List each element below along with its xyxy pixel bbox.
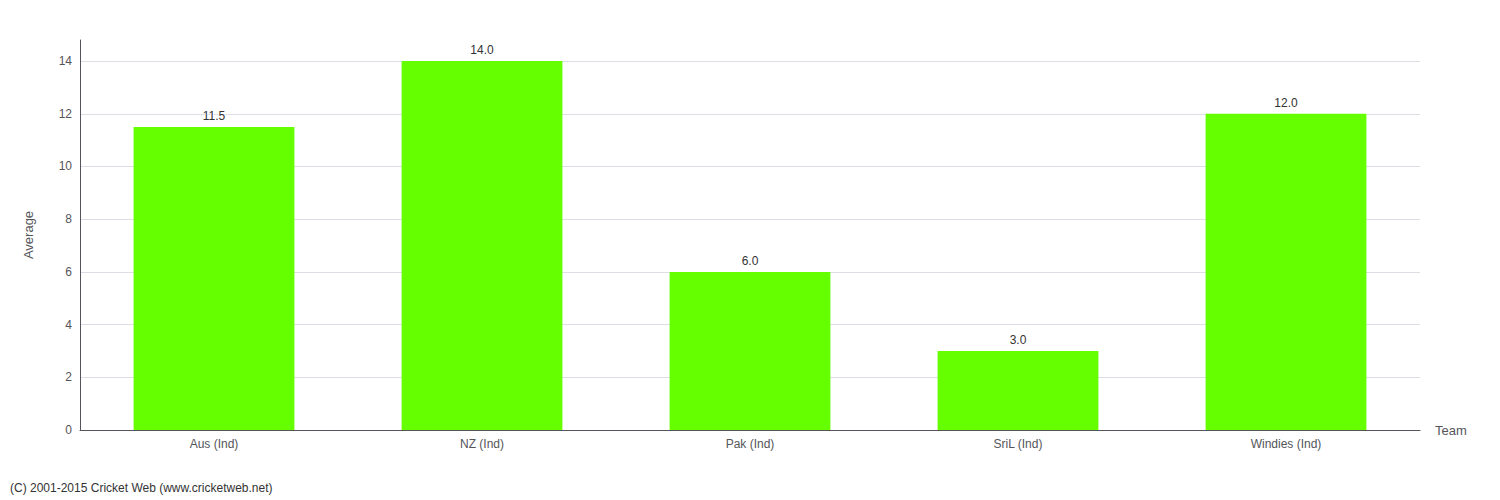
svg-text:10: 10 [59,159,73,173]
svg-text:SriL (Ind): SriL (Ind) [994,437,1043,451]
svg-text:2: 2 [65,370,72,384]
svg-text:NZ (Ind): NZ (Ind) [460,437,504,451]
svg-text:14.0: 14.0 [470,43,494,57]
svg-text:14: 14 [59,54,73,68]
svg-text:6.0: 6.0 [742,254,759,268]
svg-text:Team: Team [1435,423,1467,438]
svg-text:4: 4 [65,318,72,332]
svg-text:Aus (Ind): Aus (Ind) [190,437,239,451]
svg-text:11.5: 11.5 [203,109,226,123]
svg-text:0: 0 [65,423,72,437]
svg-text:Pak (Ind): Pak (Ind) [726,437,775,451]
svg-text:6: 6 [65,265,72,279]
svg-text:3.0: 3.0 [1010,333,1027,347]
svg-text:8: 8 [65,212,72,226]
svg-text:Windies (Ind): Windies (Ind) [1251,437,1322,451]
svg-text:Average: Average [21,211,36,259]
svg-text:12.0: 12.0 [1274,96,1298,110]
svg-text:(C) 2001-2015 Cricket Web (www: (C) 2001-2015 Cricket Web (www.cricketwe… [10,481,273,495]
svg-text:12: 12 [59,107,73,121]
